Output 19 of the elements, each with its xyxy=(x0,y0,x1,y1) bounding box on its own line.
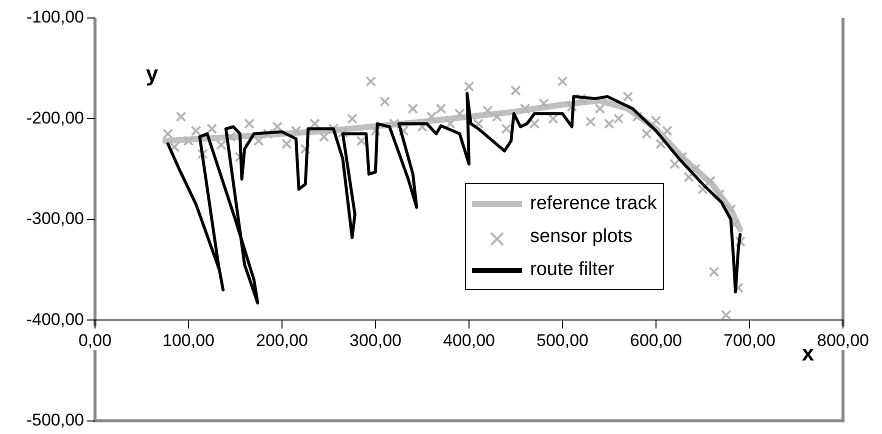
x-tick-label: 600,00 xyxy=(630,330,682,350)
y-tick-label: -500,00 xyxy=(26,410,84,430)
x-tick-label: 100,00 xyxy=(162,330,214,350)
y-tick-label: -400,00 xyxy=(26,310,84,329)
x-tick-label: 300,00 xyxy=(350,330,402,350)
x-tick-label: 200,00 xyxy=(256,330,308,350)
legend-label: reference track xyxy=(530,192,657,216)
x-tick-label: 700,00 xyxy=(724,330,776,350)
x-axis-title: x xyxy=(802,340,815,366)
y-axis-title: y xyxy=(146,61,159,86)
x-tick-label: 500,00 xyxy=(536,330,588,350)
x-tick-label: 400,00 xyxy=(443,330,495,350)
y-tick-label: -100,00 xyxy=(26,8,84,27)
legend-label: sensor plots xyxy=(530,225,632,249)
x-tick-label: 800,00 xyxy=(817,330,869,350)
y-tick-label: -300,00 xyxy=(26,209,84,228)
x-tick-label: 0,00 xyxy=(78,330,112,350)
y-tick-label: -200,00 xyxy=(26,108,84,128)
legend-label: route filter xyxy=(530,258,614,282)
